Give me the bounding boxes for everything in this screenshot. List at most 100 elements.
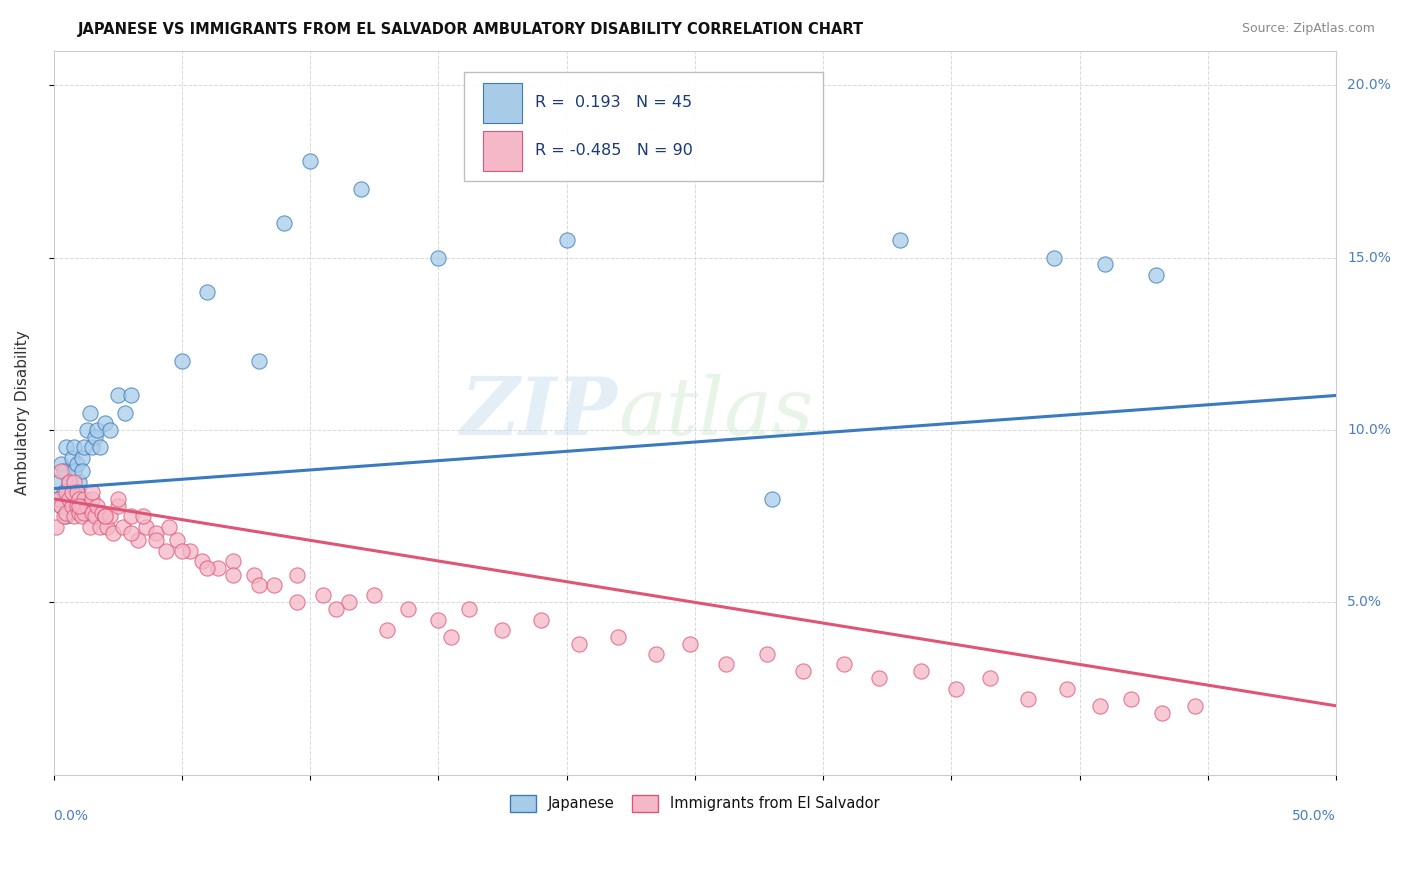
- Point: [325, 602, 347, 616]
- Text: 5.0%: 5.0%: [1347, 595, 1382, 609]
- Point: [1043, 251, 1066, 265]
- Text: Source: ZipAtlas.com: Source: ZipAtlas.com: [1241, 22, 1375, 36]
- Text: 50.0%: 50.0%: [1292, 809, 1336, 823]
- Point: [60, 450, 83, 465]
- Point: [979, 671, 1001, 685]
- Point: [166, 533, 188, 548]
- Point: [337, 595, 360, 609]
- Point: [51, 458, 73, 472]
- Point: [60, 485, 83, 500]
- Point: [63, 509, 86, 524]
- Point: [679, 637, 702, 651]
- Point: [530, 613, 553, 627]
- Point: [1056, 681, 1078, 696]
- Point: [714, 657, 737, 672]
- Text: ZIP: ZIP: [461, 374, 617, 451]
- Bar: [484, 83, 522, 123]
- FancyBboxPatch shape: [464, 72, 823, 181]
- Point: [94, 509, 117, 524]
- Point: [491, 623, 513, 637]
- Point: [55, 440, 77, 454]
- Point: [247, 578, 270, 592]
- Point: [285, 595, 308, 609]
- Point: [86, 423, 108, 437]
- Point: [761, 491, 783, 506]
- Text: atlas: atlas: [617, 374, 813, 451]
- Point: [66, 485, 89, 500]
- Point: [89, 519, 111, 533]
- Point: [60, 499, 83, 513]
- Point: [66, 499, 89, 513]
- Point: [51, 499, 73, 513]
- Point: [70, 509, 93, 524]
- Point: [440, 630, 463, 644]
- Point: [58, 475, 80, 489]
- Point: [89, 440, 111, 454]
- Point: [155, 543, 177, 558]
- Point: [1146, 268, 1168, 282]
- Point: [242, 567, 264, 582]
- Point: [73, 491, 96, 506]
- Point: [80, 440, 103, 454]
- Text: 0.0%: 0.0%: [53, 809, 89, 823]
- Point: [73, 440, 96, 454]
- Point: [555, 233, 578, 247]
- Point: [273, 216, 295, 230]
- Text: 15.0%: 15.0%: [1347, 251, 1391, 265]
- Point: [145, 526, 167, 541]
- Point: [792, 665, 814, 679]
- Point: [79, 406, 101, 420]
- Point: [191, 554, 214, 568]
- Point: [80, 506, 103, 520]
- Point: [45, 491, 67, 506]
- Point: [910, 665, 932, 679]
- Point: [70, 450, 93, 465]
- Point: [70, 499, 93, 513]
- Point: [120, 388, 142, 402]
- Point: [79, 519, 101, 533]
- Point: [170, 354, 193, 368]
- Point: [832, 657, 855, 672]
- Point: [86, 499, 108, 513]
- Point: [363, 589, 385, 603]
- Point: [58, 491, 80, 506]
- Point: [263, 578, 285, 592]
- Point: [427, 251, 450, 265]
- Point: [427, 613, 450, 627]
- Point: [52, 464, 75, 478]
- Point: [94, 416, 117, 430]
- Point: [52, 509, 75, 524]
- Point: [135, 519, 157, 533]
- Point: [98, 509, 121, 524]
- Point: [247, 354, 270, 368]
- Point: [83, 430, 105, 444]
- Point: [58, 475, 80, 489]
- Point: [222, 554, 245, 568]
- Point: [645, 647, 668, 661]
- Point: [375, 623, 398, 637]
- Legend: Japanese, Immigrants from El Salvador: Japanese, Immigrants from El Salvador: [505, 789, 886, 818]
- Text: R = -0.485   N = 90: R = -0.485 N = 90: [534, 143, 692, 158]
- Point: [73, 506, 96, 520]
- Point: [755, 647, 778, 661]
- Point: [67, 491, 90, 506]
- Point: [179, 543, 201, 558]
- Text: 10.0%: 10.0%: [1347, 423, 1391, 437]
- Point: [114, 406, 136, 420]
- Point: [458, 602, 481, 616]
- Point: [127, 533, 149, 548]
- Point: [67, 499, 90, 513]
- Point: [889, 233, 911, 247]
- Text: JAPANESE VS IMMIGRANTS FROM EL SALVADOR AMBULATORY DISABILITY CORRELATION CHART: JAPANESE VS IMMIGRANTS FROM EL SALVADOR …: [77, 22, 863, 37]
- Point: [350, 181, 373, 195]
- Point: [945, 681, 967, 696]
- Point: [67, 475, 90, 489]
- Point: [107, 491, 129, 506]
- Point: [132, 509, 155, 524]
- Point: [45, 519, 67, 533]
- Point: [66, 485, 89, 500]
- Point: [80, 491, 103, 506]
- Point: [66, 458, 89, 472]
- Point: [869, 671, 891, 685]
- Point: [197, 561, 219, 575]
